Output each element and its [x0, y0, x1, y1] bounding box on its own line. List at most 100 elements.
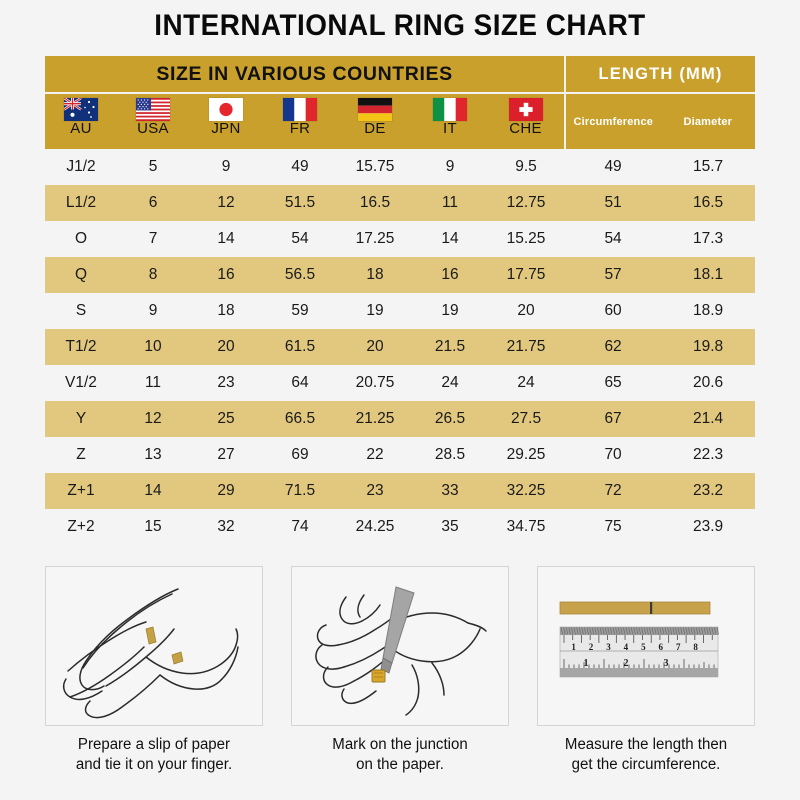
table-cell: 22: [337, 437, 413, 473]
table-cell: 54: [263, 221, 337, 257]
table-row: Z+1 14 29 71.5 23 33 32.25 72 23.2: [45, 473, 756, 509]
table-cell: 20: [189, 329, 263, 365]
table-cell: 64: [263, 365, 337, 401]
step-2-caption-line2: on the paper.: [356, 756, 444, 773]
table-cell: 65: [565, 365, 662, 401]
table-cell: 62: [565, 329, 662, 365]
table-cell: 51.5: [263, 185, 337, 221]
table-cell: 24: [413, 365, 487, 401]
table-cell: 24: [487, 365, 566, 401]
column-header-fr: FR: [263, 92, 337, 149]
table-head: SIZE IN VARIOUS COUNTRIES LENGTH (MM): [45, 56, 756, 149]
table-cell: 70: [565, 437, 662, 473]
table-cell: 21.5: [413, 329, 487, 365]
table-cell: 57: [565, 257, 662, 293]
table-cell: 15.25: [487, 221, 566, 257]
table-cell: 29.25: [487, 437, 566, 473]
column-header-jpn: JPN: [189, 92, 263, 149]
subheader-diameter: Diameter: [683, 115, 733, 128]
table-cell: Y: [45, 401, 117, 437]
table-cell: 75: [565, 509, 662, 545]
table-cell: 20.75: [337, 365, 413, 401]
table-row: T1/2 10 20 61.5 20 21.5 21.75 62 19.8: [45, 329, 756, 365]
table-cell: 10: [117, 329, 189, 365]
table-cell: 23.9: [661, 509, 756, 545]
column-code-au: AU: [70, 120, 92, 137]
table-cell: S: [45, 293, 117, 329]
table-cell: 49: [565, 149, 662, 185]
step-1-caption-line2: and tie it on your finger.: [75, 756, 233, 773]
table-cell: 14: [413, 221, 487, 257]
length-subheader-cell: Circumference Diameter: [564, 92, 756, 149]
table-cell: 27.5: [487, 401, 566, 437]
flag-germany-icon: [358, 98, 392, 121]
table-cell: 35: [413, 509, 487, 545]
table-body: J1/2 5 9 49 15.75 9 9.5 49 15.7 L1/2 6 12 51.5 16.5 11…: [45, 149, 756, 545]
instruction-panels: Prepare a slip of paper and tie it on yo…: [45, 566, 755, 775]
ring-size-table: SIZE IN VARIOUS COUNTRIES LENGTH (MM): [45, 56, 756, 545]
table-cell: 33: [413, 473, 487, 509]
table-cell: 16.5: [337, 185, 413, 221]
table-row: L1/2 6 12 51.5 16.5 11 12.75 51 16.5: [45, 185, 756, 221]
table-row: S 9 18 59 19 19 20 60 18.9: [45, 293, 756, 329]
table-cell: 9: [413, 149, 487, 185]
table-cell: 5: [117, 149, 189, 185]
table-cell: 15: [117, 509, 189, 545]
table-cell: Q: [45, 257, 117, 293]
table-cell: 60: [565, 293, 662, 329]
table-row: O 7 14 54 17.25 14 15.25 54 17.3: [45, 221, 756, 257]
flag-australia-icon: [64, 98, 98, 121]
step-2-caption: Mark on the junction on the paper.: [294, 735, 505, 775]
table-cell: 21.4: [661, 401, 756, 437]
step-1-illustration-frame: [45, 566, 263, 726]
column-header-it: IT: [413, 92, 487, 149]
table-cell: 18.9: [661, 293, 756, 329]
table-cell: 12.75: [487, 185, 566, 221]
table-cell: 29: [189, 473, 263, 509]
hand-marking-paper-with-pen-icon: [315, 586, 487, 716]
table-cell: V1/2: [45, 365, 117, 401]
ruler-inch-label: 3: [664, 658, 669, 669]
table-cell: 24.25: [337, 509, 413, 545]
table-row: Z 13 27 69 22 28.5 29.25 70 22.3: [45, 437, 756, 473]
group-header-row: SIZE IN VARIOUS COUNTRIES LENGTH (MM): [45, 56, 756, 93]
table-cell: 32: [189, 509, 263, 545]
table-cell: 23: [189, 365, 263, 401]
ruler-cm-label: 1: [571, 642, 576, 652]
table-row: Y 12 25 66.5 21.25 26.5 27.5 67 21.4: [45, 401, 756, 437]
table-cell: 19: [413, 293, 487, 329]
table-cell: 14: [189, 221, 263, 257]
step-1-caption: Prepare a slip of paper and tie it on yo…: [48, 735, 259, 775]
table-cell: 49: [263, 149, 337, 185]
table-cell: 72: [565, 473, 662, 509]
table-row: J1/2 5 9 49 15.75 9 9.5 49 15.7: [45, 149, 756, 185]
step-3-caption: Measure the length then get the circumfe…: [540, 735, 751, 775]
step-3-caption-line2: get the circumference.: [571, 756, 721, 773]
column-code-che: CHE: [509, 120, 542, 137]
table-cell: 16: [189, 257, 263, 293]
ruler-cm-label: 3: [606, 642, 611, 652]
table-cell: 12: [189, 185, 263, 221]
table-cell: 13: [117, 437, 189, 473]
table-cell: 25: [189, 401, 263, 437]
table-cell: 18.1: [661, 257, 756, 293]
table-cell: Z+2: [45, 509, 117, 545]
table-cell: 17.25: [337, 221, 413, 257]
step-3-caption-line1: Measure the length then: [564, 736, 728, 753]
table-cell: 15.75: [337, 149, 413, 185]
table-cell: 12: [117, 401, 189, 437]
table-cell: 20: [337, 329, 413, 365]
table-cell: 15.7: [661, 149, 756, 185]
flag-usa-icon: [136, 98, 170, 121]
table-cell: J1/2: [45, 149, 117, 185]
table-row: Z+2 15 32 74 24.25 35 34.75 75 23.9: [45, 509, 756, 545]
flag-japan-icon: [209, 98, 243, 121]
column-code-de: DE: [364, 120, 386, 137]
step-panel-1: Prepare a slip of paper and tie it on yo…: [45, 566, 263, 775]
step-2-illustration-frame: [291, 566, 509, 726]
ruler-cm-label: 6: [659, 642, 664, 652]
column-header-usa: USA: [117, 92, 189, 149]
step-2-caption-line1: Mark on the junction: [332, 736, 468, 753]
table-cell: 26.5: [413, 401, 487, 437]
